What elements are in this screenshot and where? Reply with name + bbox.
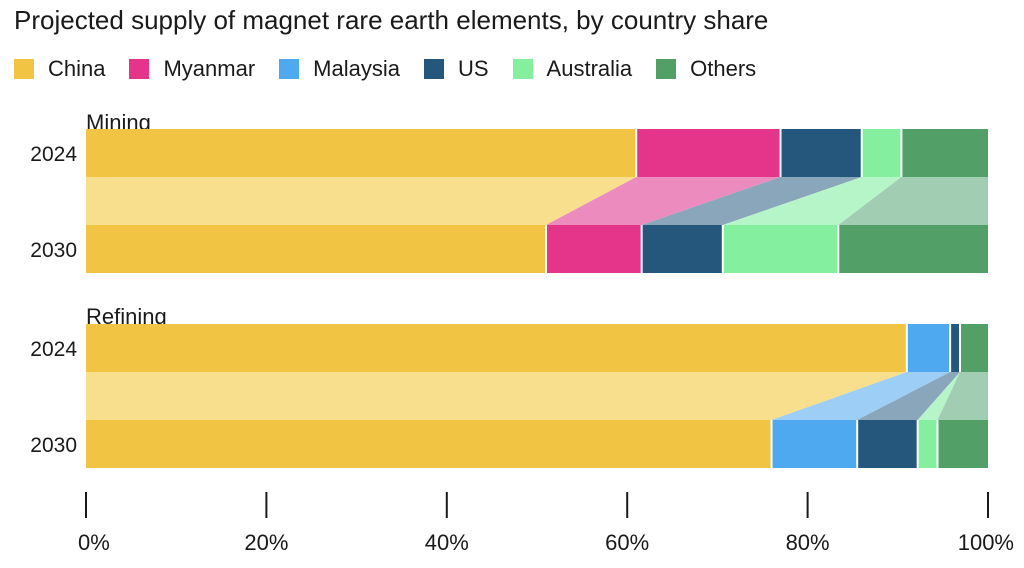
legend-item-australia: Australia bbox=[512, 56, 633, 82]
bar-segment-refining-2030-others bbox=[937, 420, 988, 468]
x-tick-label: 20% bbox=[244, 530, 288, 555]
x-tick-label: 40% bbox=[425, 530, 469, 555]
chart-title: Projected supply of magnet rare earth el… bbox=[14, 5, 769, 35]
x-tick-label: 80% bbox=[786, 530, 830, 555]
legend-label-others: Others bbox=[690, 56, 757, 81]
legend-swatch-others bbox=[656, 59, 677, 79]
bar-segment-mining-2024-australia bbox=[861, 129, 902, 177]
connector-refining-malaysia bbox=[771, 372, 951, 420]
year-label-mining-2024: 2024 bbox=[30, 143, 77, 166]
legend-label-china: China bbox=[48, 56, 106, 81]
legend-item-us: US bbox=[423, 56, 489, 82]
legend-label-us: US bbox=[457, 56, 489, 81]
legend-item-others: Others bbox=[656, 56, 756, 82]
bar-segment-refining-2030-us bbox=[857, 420, 918, 468]
bar-segment-mining-2030-us bbox=[641, 225, 723, 273]
bar-segment-mining-2024-us bbox=[780, 129, 862, 177]
connector-refining-us bbox=[857, 372, 961, 420]
bar-segment-mining-2030-australia bbox=[722, 225, 839, 273]
legend-label-malaysia: Malaysia bbox=[313, 56, 400, 81]
connector-mining-china bbox=[86, 177, 637, 225]
bar-segment-refining-2024-others bbox=[960, 324, 988, 372]
chart-legend: China Myanmar Malaysia US Australia Othe… bbox=[14, 54, 780, 84]
bar-segment-mining-2030-others bbox=[838, 225, 988, 273]
legend-swatch-malaysia bbox=[279, 59, 300, 79]
legend-swatch-china bbox=[14, 59, 34, 79]
connector-refining-china bbox=[86, 372, 907, 420]
connector-mining-others bbox=[838, 177, 988, 225]
bar-segment-refining-2024-us bbox=[950, 324, 961, 372]
bar-segment-refining-2030-australia bbox=[917, 420, 938, 468]
bar-segment-refining-2030-china bbox=[86, 420, 772, 468]
bar-segment-refining-2024-malaysia bbox=[906, 324, 951, 372]
legend-item-myanmar: Myanmar bbox=[129, 56, 255, 82]
x-tick-label: 100% bbox=[958, 530, 1014, 555]
connector-refining-australia bbox=[917, 372, 961, 420]
connector-mining-australia bbox=[722, 177, 902, 225]
legend-swatch-us bbox=[423, 59, 444, 79]
year-label-refining-2024: 2024 bbox=[30, 338, 77, 361]
year-label-mining-2030: 2030 bbox=[30, 239, 77, 262]
bar-segment-mining-2030-china bbox=[86, 225, 547, 273]
legend-item-malaysia: Malaysia bbox=[279, 56, 400, 82]
legend-label-australia: Australia bbox=[546, 56, 633, 81]
legend-label-myanmar: Myanmar bbox=[163, 56, 256, 81]
bar-segment-mining-2024-others bbox=[901, 129, 988, 177]
legend-swatch-australia bbox=[512, 59, 533, 79]
bar-segment-mining-2024-china bbox=[86, 129, 637, 177]
bar-segment-refining-2030-malaysia bbox=[771, 420, 858, 468]
bar-segment-refining-2024-china bbox=[86, 324, 907, 372]
legend-swatch-myanmar bbox=[129, 59, 150, 79]
connector-mining-myanmar bbox=[546, 177, 781, 225]
x-tick-label: 60% bbox=[605, 530, 649, 555]
bar-segment-mining-2024-myanmar bbox=[636, 129, 781, 177]
x-tick-label: 0% bbox=[78, 530, 110, 555]
connector-refining-others bbox=[937, 372, 988, 420]
year-label-refining-2030: 2030 bbox=[30, 434, 77, 457]
bar-segment-mining-2030-myanmar bbox=[546, 225, 642, 273]
legend-item-china: China bbox=[14, 56, 105, 82]
connector-mining-us bbox=[641, 177, 862, 225]
